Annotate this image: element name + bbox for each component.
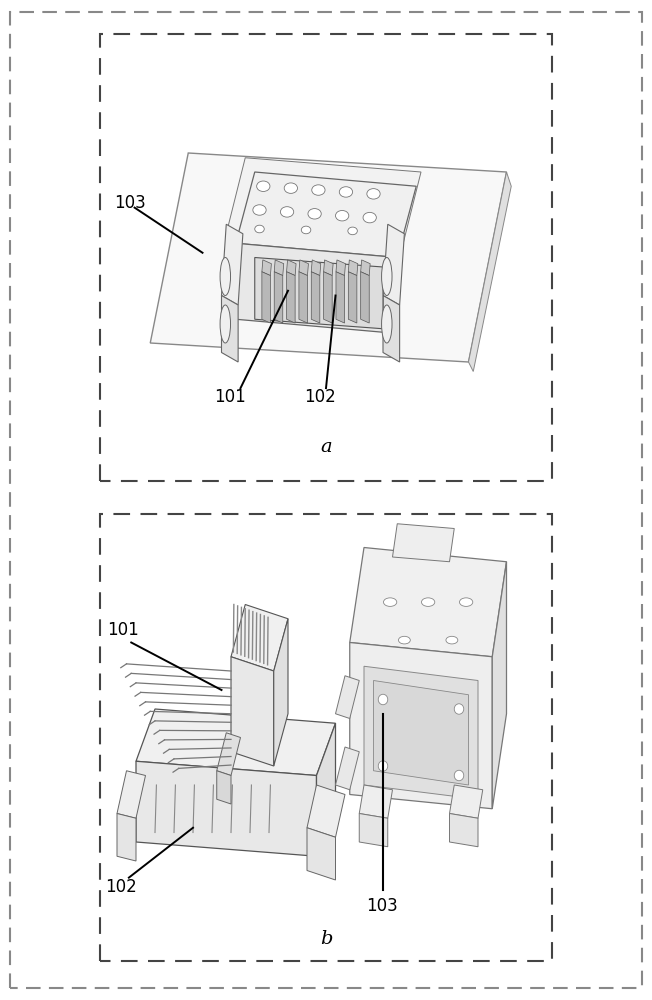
Text: 103: 103 xyxy=(115,194,147,212)
Polygon shape xyxy=(359,785,393,818)
Polygon shape xyxy=(255,257,383,329)
Polygon shape xyxy=(323,272,332,323)
Text: 101: 101 xyxy=(215,388,246,406)
Polygon shape xyxy=(262,272,271,323)
Polygon shape xyxy=(336,260,346,276)
Ellipse shape xyxy=(383,598,397,606)
Ellipse shape xyxy=(220,305,231,343)
Polygon shape xyxy=(262,260,271,276)
Polygon shape xyxy=(274,619,288,766)
Polygon shape xyxy=(336,272,344,323)
Polygon shape xyxy=(299,272,308,323)
Ellipse shape xyxy=(421,598,435,606)
Polygon shape xyxy=(359,814,388,847)
Polygon shape xyxy=(222,296,238,362)
Polygon shape xyxy=(287,260,296,276)
Ellipse shape xyxy=(446,636,458,644)
Polygon shape xyxy=(299,260,308,276)
Ellipse shape xyxy=(381,257,392,296)
Polygon shape xyxy=(348,260,358,276)
Text: a: a xyxy=(320,438,332,456)
Text: b: b xyxy=(319,930,333,948)
Polygon shape xyxy=(374,680,469,785)
Polygon shape xyxy=(231,657,274,766)
Polygon shape xyxy=(307,828,336,880)
Polygon shape xyxy=(393,524,454,562)
Ellipse shape xyxy=(253,205,266,215)
Polygon shape xyxy=(323,260,333,276)
Polygon shape xyxy=(361,272,369,323)
Ellipse shape xyxy=(378,761,388,771)
Polygon shape xyxy=(274,272,283,323)
Ellipse shape xyxy=(454,704,464,714)
Polygon shape xyxy=(449,785,482,818)
Polygon shape xyxy=(117,771,145,818)
Text: 102: 102 xyxy=(105,878,137,896)
Polygon shape xyxy=(336,676,359,718)
Text: 101: 101 xyxy=(108,621,140,639)
Polygon shape xyxy=(311,272,320,323)
Text: 103: 103 xyxy=(366,897,398,915)
Polygon shape xyxy=(349,643,492,809)
Ellipse shape xyxy=(398,636,410,644)
Polygon shape xyxy=(222,224,243,305)
Polygon shape xyxy=(383,224,404,305)
Polygon shape xyxy=(136,761,316,856)
Polygon shape xyxy=(311,260,321,276)
Ellipse shape xyxy=(257,181,270,191)
Polygon shape xyxy=(383,296,400,362)
Ellipse shape xyxy=(348,227,357,235)
Ellipse shape xyxy=(381,305,392,343)
Polygon shape xyxy=(236,243,397,334)
Polygon shape xyxy=(274,260,284,276)
Ellipse shape xyxy=(284,183,297,193)
Ellipse shape xyxy=(336,210,349,221)
Ellipse shape xyxy=(255,225,264,233)
Ellipse shape xyxy=(454,770,464,781)
Polygon shape xyxy=(150,153,507,362)
Polygon shape xyxy=(236,172,416,257)
Ellipse shape xyxy=(367,189,380,199)
Ellipse shape xyxy=(312,185,325,195)
Ellipse shape xyxy=(460,598,473,606)
Polygon shape xyxy=(469,172,511,371)
Ellipse shape xyxy=(280,207,293,217)
Polygon shape xyxy=(316,723,336,856)
Polygon shape xyxy=(216,771,231,804)
Ellipse shape xyxy=(301,226,311,234)
Text: 102: 102 xyxy=(304,388,336,406)
Ellipse shape xyxy=(339,187,353,197)
Polygon shape xyxy=(361,260,370,276)
Polygon shape xyxy=(226,158,421,248)
Polygon shape xyxy=(349,548,507,657)
Polygon shape xyxy=(216,733,241,776)
Polygon shape xyxy=(336,747,359,790)
Polygon shape xyxy=(364,666,478,799)
Ellipse shape xyxy=(220,257,231,296)
Polygon shape xyxy=(136,709,336,776)
Ellipse shape xyxy=(308,209,321,219)
Polygon shape xyxy=(492,562,507,809)
Polygon shape xyxy=(231,604,288,671)
Polygon shape xyxy=(307,785,345,837)
Polygon shape xyxy=(117,814,136,861)
Polygon shape xyxy=(449,814,478,847)
Polygon shape xyxy=(348,272,357,323)
Ellipse shape xyxy=(363,212,376,223)
Ellipse shape xyxy=(378,694,388,705)
Polygon shape xyxy=(287,272,295,323)
